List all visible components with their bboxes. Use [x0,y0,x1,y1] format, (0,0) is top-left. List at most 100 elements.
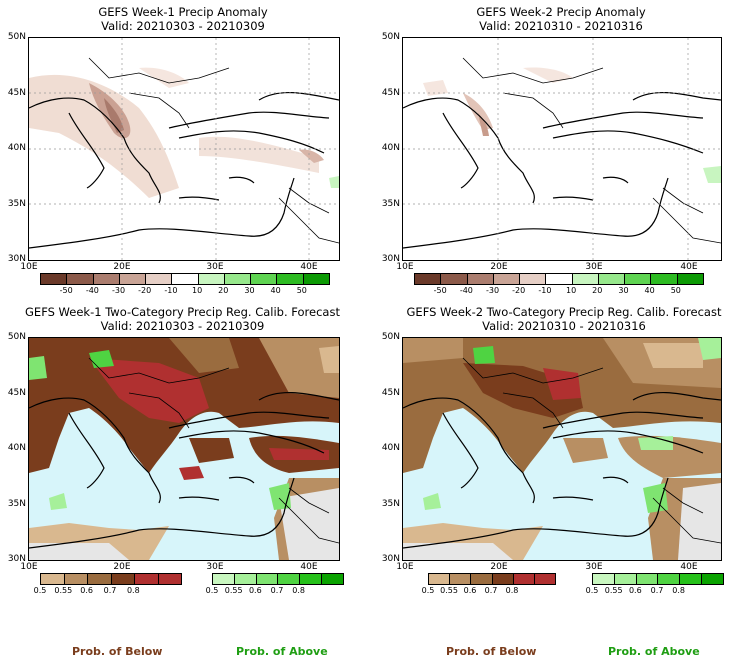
lon-label: 10E [396,562,414,572]
colorbar-tick-label: -20 [512,286,526,295]
colorbar-tick-label: 20 [218,286,229,295]
colorbar-tick-label: 30 [244,286,255,295]
coastlines [403,357,721,549]
colorbar-tick-label: -40 [85,286,99,295]
lon-label: 20E [490,262,508,272]
colorbar-tick-label: 50 [296,286,307,295]
colorbar-tick-label: 30 [618,286,629,295]
colorbar-swatch [93,274,120,284]
anomaly-colorbar [40,273,330,285]
colorbar-swatch [172,274,199,284]
panel-title: GEFS Week-1 Precip Anomaly [98,5,268,19]
lon-label: 30E [206,262,224,272]
lon-label: 40E [680,562,698,572]
colorbar-tick-label: 0.5 [421,586,435,595]
colorbar-tick-label: -50 [433,286,447,295]
colorbar-swatch [146,274,173,284]
lat-label: 45N [381,88,400,98]
colorbar-tick-label: 0.7 [484,586,498,595]
map-week1-probability [28,337,340,561]
colorbar-swatch [593,574,615,584]
colorbar-tick-label: 0.55 [224,586,243,595]
colorbar-swatch [598,274,626,284]
colorbar-swatch [680,574,703,584]
colorbar-tick-label: 0.7 [650,586,664,595]
lon-label: 10E [20,262,38,272]
colorbar-swatch [471,574,493,584]
lon-label: 30E [585,562,603,572]
colorbar-tick-label: -20 [138,286,152,295]
panel-valid-dates: Valid: 20210310 - 20210316 [482,319,646,333]
colorbar-swatch [534,574,556,584]
colorbar-tick-label: 20 [592,286,603,295]
colorbar-tick-label: 0.5 [33,586,47,595]
lat-label: 50N [381,332,400,342]
probability-field [29,338,339,560]
lat-label: 30N [381,254,400,264]
lat-label: 50N [7,32,26,42]
panel-title: GEFS Week-1 Two-Category Precip Reg. Cal… [25,305,340,319]
colorbar-swatch [198,274,225,284]
colorbar-swatch [111,574,135,584]
colorbar-tick-label: -30 [111,286,126,295]
colorbar-swatch [636,574,659,584]
colorbar-tick-label: 0.7 [270,586,284,595]
colorbar-tick-label: 50 [670,286,681,295]
lat-label: 35N [381,199,400,209]
panel-valid-dates: Valid: 20210303 - 20210309 [101,19,265,33]
colorbar-swatch [513,574,535,584]
colorbar-swatch [277,274,304,284]
lon-label: 40E [300,562,318,572]
colorbar-tick-label: 0.5 [205,586,219,595]
colorbar-swatch [322,574,343,584]
colorbar-tick-label: 10 [191,286,203,295]
colorbar-tick-label: -50 [59,286,73,295]
colorbar-swatch [651,274,678,284]
colorbar-swatch [64,574,88,584]
colorbar-swatch [278,574,301,584]
colorbar-tick-label: 0.8 [505,586,519,595]
lat-label: 50N [7,332,26,342]
colorbar-tick-label: 0.55 [604,586,623,595]
colorbar-swatch [492,574,514,584]
colorbar-swatch [41,574,65,584]
colorbar-tick-label: 0.6 [248,586,262,595]
colorbar-tick-label: 0.8 [672,586,686,595]
prob-below-label: Prob. of Below [72,645,163,658]
colorbar-swatch [224,274,252,284]
colorbar-swatch [415,274,442,284]
colorbar-swatch [303,274,329,284]
lat-label: 30N [7,554,26,564]
colorbar-tick-label: 40 [270,286,281,295]
prob-above-label: Prob. of Above [236,645,328,658]
colorbar-swatch [41,274,68,284]
colorbar-tick-label: 10 [565,286,577,295]
lon-label: 40E [680,262,698,272]
prob-above-label: Prob. of Above [608,645,700,658]
colorbar-tick-label: 0.6 [463,586,477,595]
colorbar-tick-label: -30 [485,286,500,295]
lat-label: 35N [7,499,26,509]
colorbar-swatch [429,574,451,584]
colorbar-swatch [450,574,472,584]
lon-label: 10E [20,562,38,572]
lat-label: 40N [7,143,26,153]
lat-label: 35N [381,499,400,509]
colorbar-tick-label: -40 [459,286,473,295]
map-week2-probability [402,337,722,561]
colorbar-tick-label: 0.8 [126,586,140,595]
lon-label: 30E [585,262,603,272]
map-week2-anomaly [402,37,722,261]
colorbar-swatch [467,274,494,284]
coastlines [29,357,339,549]
lon-label: 30E [206,562,224,572]
lat-label: 45N [7,388,26,398]
panel-valid-dates: Valid: 20210310 - 20210316 [479,19,643,33]
lat-label: 35N [7,199,26,209]
colorbar-swatch [493,274,521,284]
anomaly-field [29,67,339,198]
colorbar-swatch [88,574,112,584]
colorbar-swatch [625,274,652,284]
coastlines [403,38,721,260]
colorbar-swatch [520,274,547,284]
